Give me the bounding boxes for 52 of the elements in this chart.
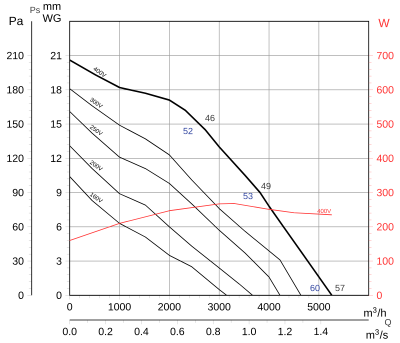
y-tick-label: 15 — [51, 120, 62, 128]
x2-tick-label: 0.6 — [170, 328, 184, 336]
text: Q — [384, 319, 392, 327]
annotation: 52 — [183, 128, 193, 134]
y-tick-label: 0 — [56, 292, 62, 300]
y2-tick-label: 100 — [377, 257, 394, 265]
x-tick-label: 0 — [67, 303, 72, 310]
y2-tick-label: 0 — [376, 292, 382, 300]
y3-tick-label: 180 — [7, 86, 24, 94]
x2-tick-label: 0.4 — [134, 328, 148, 336]
y-tick-label: 18 — [51, 86, 62, 94]
y3-tick-label: 90 — [12, 188, 24, 196]
y3-tick-label: 0 — [18, 292, 24, 300]
x-tick-label: 3000 — [208, 303, 230, 310]
x2-tick-label: 1.4 — [314, 328, 328, 335]
x-axis-title: m$^{3}$/h — [364, 307, 386, 317]
x-tick-label: 1000 — [108, 303, 131, 310]
y2-tick-label: 300 — [376, 188, 394, 196]
y-tick-label: 3 — [56, 257, 62, 265]
annotation: 46 — [205, 114, 215, 122]
y3-tick-label: 120 — [7, 154, 24, 162]
text: Ps — [30, 6, 40, 14]
y2-tick-label: 400 — [376, 154, 394, 162]
y3-tick-label: 60 — [12, 223, 24, 231]
x2-tick-label: 0.8 — [206, 328, 220, 336]
annotation: 49 — [261, 182, 271, 190]
x2-tick-label: 1.0 — [242, 328, 256, 336]
y2-tick-label: 700 — [377, 52, 394, 60]
y2-tick-label: 600 — [377, 86, 394, 94]
y3-tick-label: 210 — [7, 52, 24, 60]
y3-tick-label: 30 — [12, 257, 24, 265]
y-tick-label: 12 — [51, 154, 62, 162]
annotation: 57 — [335, 284, 345, 292]
annotation: 60 — [310, 284, 320, 292]
x-tick-label: 2000 — [158, 303, 181, 310]
y2-tick-label: 200 — [377, 223, 394, 231]
y2-axis-title: W — [378, 18, 390, 28]
x2-tick-label: 0.0 — [62, 328, 77, 336]
y-tick-label: 6 — [56, 223, 62, 231]
x-tick-label: 5000 — [308, 303, 330, 310]
y3-tick-label: 150 — [7, 120, 24, 128]
y3-axis-title: Pa — [10, 16, 24, 26]
x2-axis-title: m$^{3}$/s — [366, 329, 388, 339]
x2-tick-label: 0.2 — [98, 328, 112, 336]
y-tick-label: 9 — [56, 188, 62, 196]
line-series — [69, 203, 332, 241]
y2-tick-label: 500 — [376, 120, 394, 128]
annotation: 53 — [243, 192, 253, 200]
x-tick-label: 4000 — [258, 303, 280, 310]
y-axis-title: mm WG — [42, 4, 61, 22]
x2-tick-label: 1.2 — [278, 328, 292, 336]
y-tick-label: 21 — [50, 52, 62, 60]
